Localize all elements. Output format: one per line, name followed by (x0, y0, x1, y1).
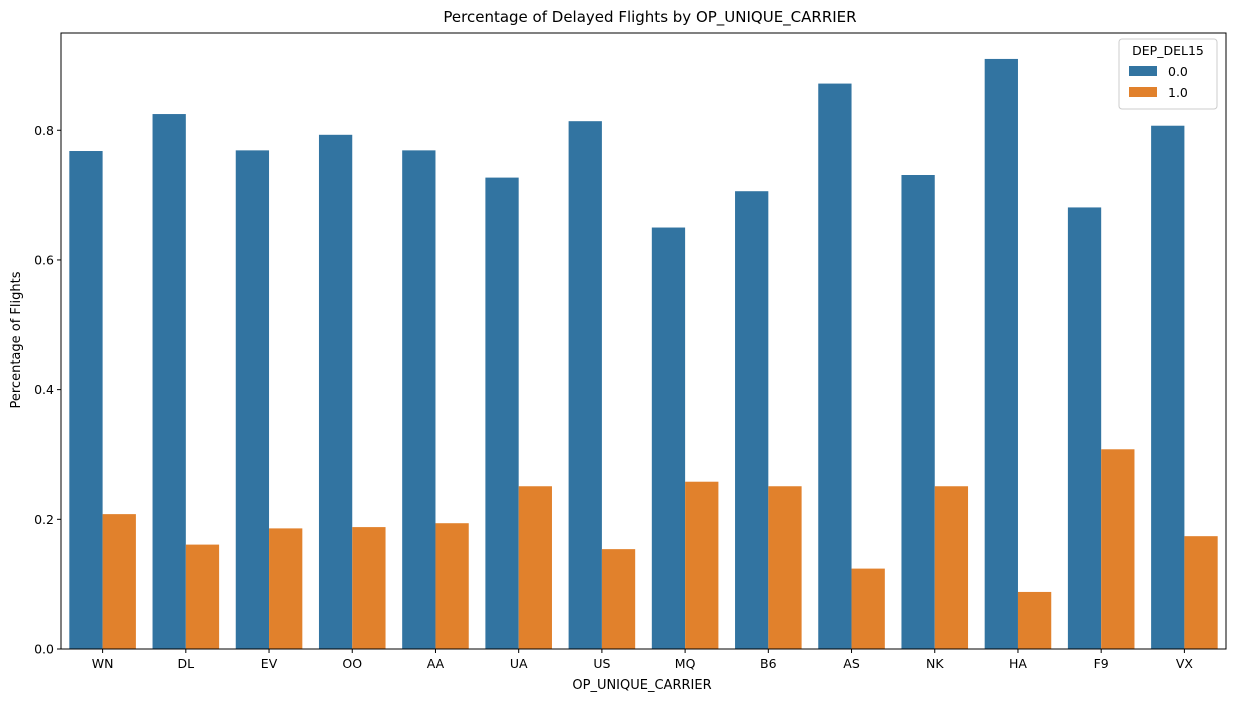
bar-WN-1.0 (102, 514, 136, 649)
bar-EV-1.0 (269, 528, 303, 649)
bar-AA-0.0 (402, 150, 436, 650)
bar-B6-1.0 (768, 486, 802, 649)
bar-HA-0.0 (984, 58, 1018, 649)
y-tick-label: 0.0 (34, 642, 54, 657)
bar-DL-0.0 (152, 114, 186, 650)
bar-NK-0.0 (901, 175, 935, 649)
bar-AS-1.0 (851, 568, 885, 649)
x-tick-label-UA: UA (510, 656, 528, 671)
legend-label-1.0: 1.0 (1168, 85, 1188, 100)
bar-OO-1.0 (352, 527, 386, 649)
x-tick-label-DL: DL (178, 656, 195, 671)
bar-series-1.0 (102, 449, 1218, 649)
x-tick-label-HA: HA (1009, 656, 1027, 671)
plot-area: 0.0 0.2 0.4 0.6 0.8 WN DL EV OO AA UA US MQ B6 AS NK HA F… (34, 32, 1227, 671)
x-tick-label-AS: AS (843, 656, 860, 671)
bar-AS-0.0 (818, 83, 852, 649)
x-tick-label-OO: OO (342, 656, 362, 671)
bar-WN-0.0 (69, 151, 103, 649)
bar-MQ-0.0 (651, 227, 686, 649)
y-tick-label: 0.2 (34, 512, 54, 527)
x-axis-label: OP_UNIQUE_CARRIER (572, 678, 711, 693)
bar-OO-0.0 (318, 134, 353, 650)
x-tick-label-B6: B6 (760, 656, 777, 671)
legend-swatch-1.0 (1129, 87, 1157, 97)
bar-MQ-1.0 (685, 481, 719, 649)
y-tick-label: 0.4 (34, 382, 54, 397)
legend-label-0.0: 0.0 (1168, 64, 1188, 79)
bar-F9-0.0 (1067, 207, 1102, 649)
y-tick-label: 0.6 (34, 252, 54, 267)
bar-UA-1.0 (518, 486, 552, 649)
bar-F9-1.0 (1101, 449, 1135, 649)
bar-series-0.0 (69, 58, 1185, 650)
bar-US-0.0 (568, 121, 602, 649)
x-tick-label-NK: NK (926, 656, 944, 671)
bar-DL-1.0 (185, 544, 220, 649)
x-tick-label-US: US (593, 656, 610, 671)
bar-EV-0.0 (235, 150, 270, 650)
x-tick-label-AA: AA (427, 656, 445, 671)
bar-VX-1.0 (1184, 536, 1218, 649)
x-tick-label-WN: WN (92, 656, 114, 671)
chart-title: Percentage of Delayed Flights by OP_UNIQ… (443, 8, 856, 27)
legend: DEP_DEL15 0.0 1.0 (1118, 38, 1218, 110)
bar-UA-0.0 (485, 177, 519, 649)
bar-VX-0.0 (1151, 125, 1185, 650)
x-tick-label-EV: EV (261, 656, 278, 671)
legend-title: DEP_DEL15 (1132, 43, 1204, 58)
legend-swatch-0.0 (1129, 66, 1157, 76)
x-tick-label-MQ: MQ (675, 656, 696, 671)
bar-AA-1.0 (435, 523, 469, 649)
bar-B6-0.0 (735, 191, 769, 649)
axes-frame (60, 32, 1227, 650)
x-tick-label-VX: VX (1176, 656, 1194, 671)
bar-NK-1.0 (934, 486, 969, 649)
x-tick-label-F9: F9 (1094, 656, 1109, 671)
bar-US-1.0 (601, 549, 636, 649)
y-tick-label: 0.8 (34, 123, 54, 138)
y-axis-label: Percentage of Flights (9, 271, 24, 408)
bar-HA-1.0 (1017, 591, 1052, 649)
